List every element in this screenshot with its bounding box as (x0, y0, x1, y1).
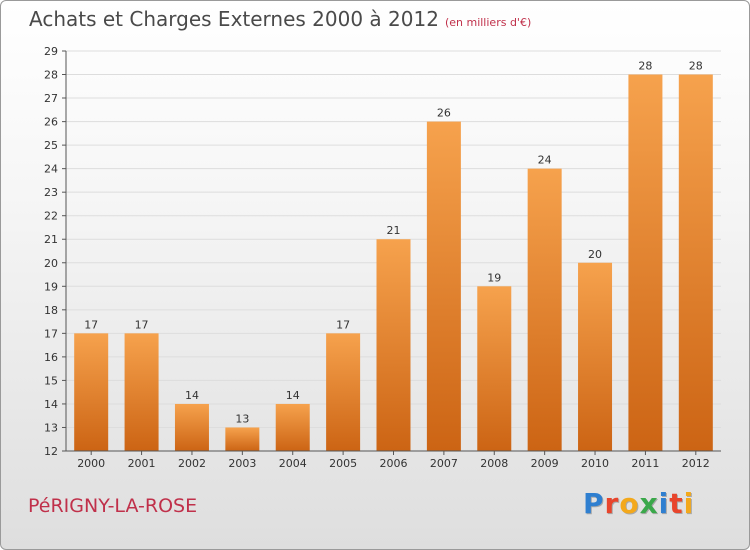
x-tick-label-2011: 2011 (631, 457, 659, 470)
bar-2000 (74, 333, 109, 451)
proxiti-logo-letter: x (639, 487, 659, 520)
proxiti-logo-letter: t (669, 487, 684, 520)
chart-title: Achats et Charges Externes 2000 à 2012 (e… (29, 7, 531, 31)
data-label-2003: 13 (235, 412, 249, 425)
y-tick-label: 26 (44, 116, 58, 129)
chart-title-main: Achats et Charges Externes 2000 à 2012 (29, 7, 439, 31)
bar-2009 (527, 168, 562, 451)
bar-2004 (275, 403, 310, 451)
y-tick-label: 27 (44, 92, 58, 105)
data-label-2000: 17 (84, 318, 98, 331)
data-label-2001: 17 (135, 318, 149, 331)
y-tick-label: 18 (44, 304, 58, 317)
bar-2012 (678, 74, 713, 451)
data-label-2007: 26 (437, 107, 451, 120)
x-tick-label-2001: 2001 (128, 457, 156, 470)
bar-2001 (124, 333, 159, 451)
x-tick-label-2004: 2004 (279, 457, 307, 470)
x-tick-label-2009: 2009 (531, 457, 559, 470)
commune-name: PéRIGNY-LA-ROSE (28, 495, 198, 517)
y-tick-label: 15 (44, 374, 58, 387)
proxiti-logo-letter: o (619, 487, 640, 520)
bar-2002 (174, 403, 209, 451)
bar-2003 (225, 427, 260, 451)
data-label-2002: 14 (185, 389, 199, 402)
chart-title-unit: (en milliers d'€) (444, 16, 532, 29)
y-tick-label: 12 (44, 445, 58, 458)
data-label-2011: 28 (638, 60, 652, 73)
bars: 17 17 14 13 14 17 21 26 19 24 20 28 28 (74, 60, 713, 452)
x-tick-label-2012: 2012 (682, 457, 710, 470)
bar-2011 (628, 74, 663, 451)
data-label-2009: 24 (538, 154, 552, 167)
y-tick-label: 16 (44, 351, 58, 364)
x-tick-label-2005: 2005 (329, 457, 357, 470)
y-tick-label: 25 (44, 139, 58, 152)
y-tick-label: 21 (44, 233, 58, 246)
data-label-2010: 20 (588, 248, 602, 261)
data-label-2004: 14 (286, 389, 300, 402)
bar-2006 (376, 239, 411, 451)
x-tick-label-2003: 2003 (228, 457, 256, 470)
x-tick-label-2000: 2000 (77, 457, 105, 470)
data-label-2008: 19 (487, 271, 501, 284)
y-tick-label: 13 (44, 421, 58, 434)
y-tick-label: 19 (44, 280, 58, 293)
bar-2008 (477, 286, 512, 451)
proxiti-logo-letter: P (583, 487, 605, 520)
y-tick-label: 17 (44, 327, 58, 340)
y-tick-label: 23 (44, 186, 58, 199)
x-tick-label-2006: 2006 (380, 457, 408, 470)
x-tick-label-2010: 2010 (581, 457, 609, 470)
x-tick-label-2008: 2008 (480, 457, 508, 470)
data-label-2006: 21 (387, 224, 401, 237)
axes: 12 13 14 15 16 17 18 19 20 21 22 23 24 25 26 27 28 29 2000… (44, 45, 721, 470)
proxiti-logo: Proxiti (583, 487, 694, 520)
x-tick-label-2002: 2002 (178, 457, 206, 470)
x-tick-label-2007: 2007 (430, 457, 458, 470)
bar-2005 (326, 333, 361, 451)
y-tick-label: 20 (44, 257, 58, 270)
data-label-2005: 17 (336, 318, 350, 331)
y-tick-label: 28 (44, 69, 58, 82)
proxiti-logo-letter: i (658, 487, 670, 520)
y-tick-label: 14 (44, 398, 58, 411)
proxiti-logo-letter: r (604, 487, 620, 520)
y-tick-label: 22 (44, 210, 58, 223)
y-tick-label: 29 (44, 45, 58, 58)
data-label-2012: 28 (689, 60, 703, 73)
bar-2007 (426, 121, 461, 452)
bar-2010 (578, 262, 613, 451)
proxiti-logo-letter: i (683, 487, 695, 520)
y-tick-label: 24 (44, 163, 58, 176)
